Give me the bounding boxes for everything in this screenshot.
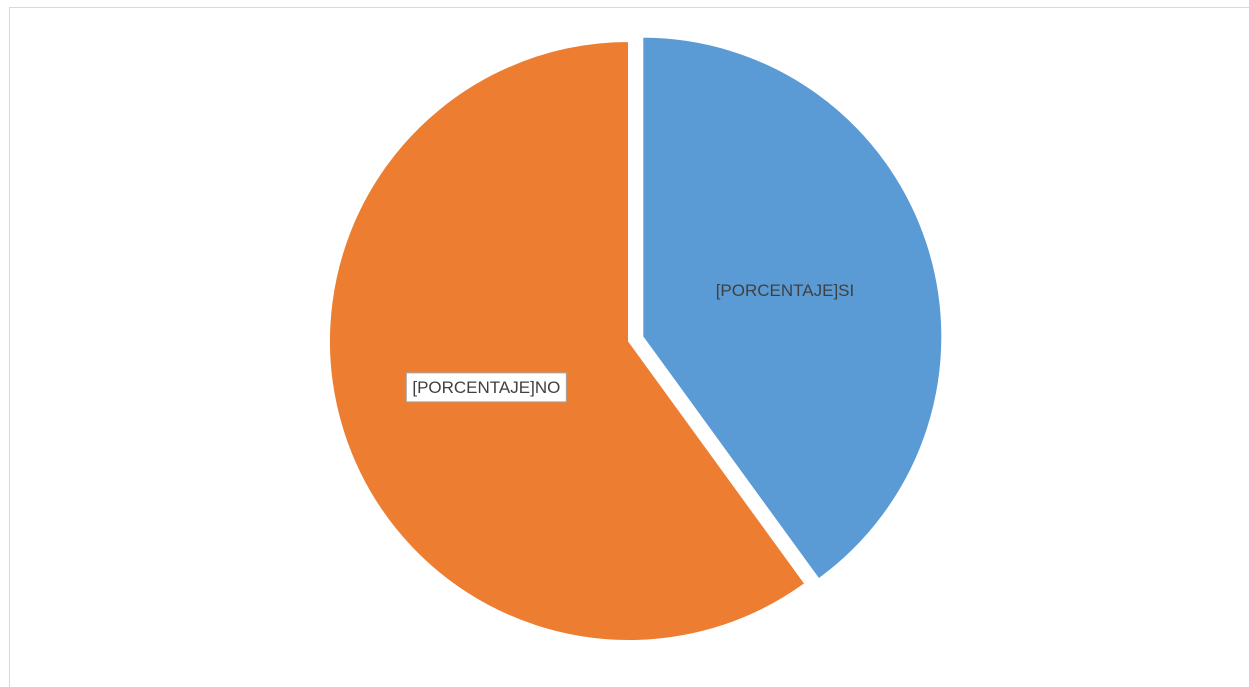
- pie-slice-1: [328, 39, 807, 642]
- pie-slices: [328, 35, 944, 642]
- pie-slice-0: [641, 35, 944, 581]
- pie-chart: [PORCENTAJE]SI [PORCENTAJE]NO: [328, 35, 944, 642]
- slice-labels: [PORCENTAJE]SI [PORCENTAJE]NO: [405, 281, 855, 403]
- slice-label-box-1: [405, 372, 567, 403]
- slice-label-0: [PORCENTAJE]SI: [716, 281, 855, 300]
- slice-label-1: [PORCENTAJE]NO: [412, 378, 560, 397]
- chart-area: [9, 7, 1249, 687]
